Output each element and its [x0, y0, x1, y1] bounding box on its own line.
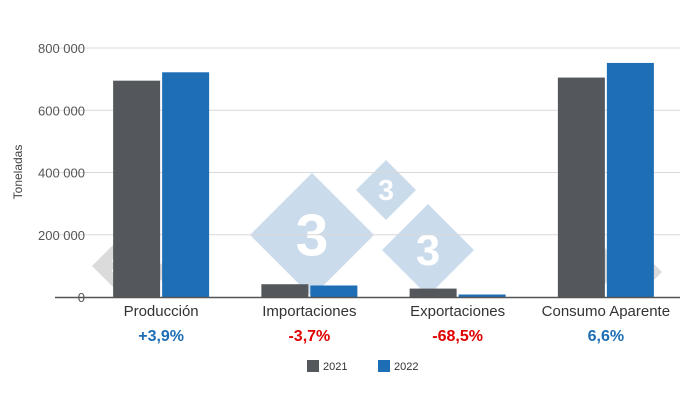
- y-tick-label: 800 000: [38, 41, 85, 56]
- watermark-diamond: [356, 160, 416, 220]
- legend-swatch-2021: [307, 360, 319, 372]
- category-label: Producción: [124, 303, 199, 320]
- bar-2021: [261, 284, 309, 297]
- watermark-digit: 3: [416, 226, 440, 275]
- y-tick-label: 600 000: [38, 103, 85, 118]
- watermark-mark: 3: [382, 204, 474, 296]
- change-label: -68,5%: [432, 328, 483, 345]
- legend: 2021 2022: [307, 360, 418, 373]
- category-label: Consumo Aparente: [542, 303, 670, 320]
- watermark-mark: 3: [356, 160, 416, 220]
- bar-2021: [409, 288, 457, 297]
- legend-label: 2022: [394, 361, 418, 373]
- category-label: Importaciones: [262, 303, 356, 320]
- change-label: +3,9%: [138, 328, 184, 345]
- y-axis-label: Toneladas: [11, 145, 25, 200]
- legend-swatch-2022: [378, 360, 390, 372]
- bar-2021: [557, 77, 605, 297]
- legend-label: 2021: [323, 361, 347, 373]
- bar-2022: [458, 294, 506, 297]
- change-label: -3,7%: [288, 328, 330, 345]
- watermark-digit: 3: [378, 175, 394, 207]
- y-tick-label: 200 000: [38, 228, 85, 243]
- watermark-diamond: [382, 204, 474, 296]
- bar-2022: [606, 62, 654, 297]
- category-label: Exportaciones: [410, 303, 505, 320]
- change-labels: +3,9% -3,7% -68,5% 6,6%: [138, 328, 624, 345]
- bars: [113, 62, 654, 298]
- y-tick-label: 400 000: [38, 166, 85, 181]
- bar-2021: [113, 80, 161, 298]
- bar-2022: [310, 285, 358, 297]
- change-label: 6,6%: [588, 328, 624, 345]
- category-labels: Producción Importaciones Exportaciones Cons…: [124, 303, 670, 320]
- watermark-digit: 3: [296, 203, 329, 268]
- bar-2022: [162, 72, 210, 297]
